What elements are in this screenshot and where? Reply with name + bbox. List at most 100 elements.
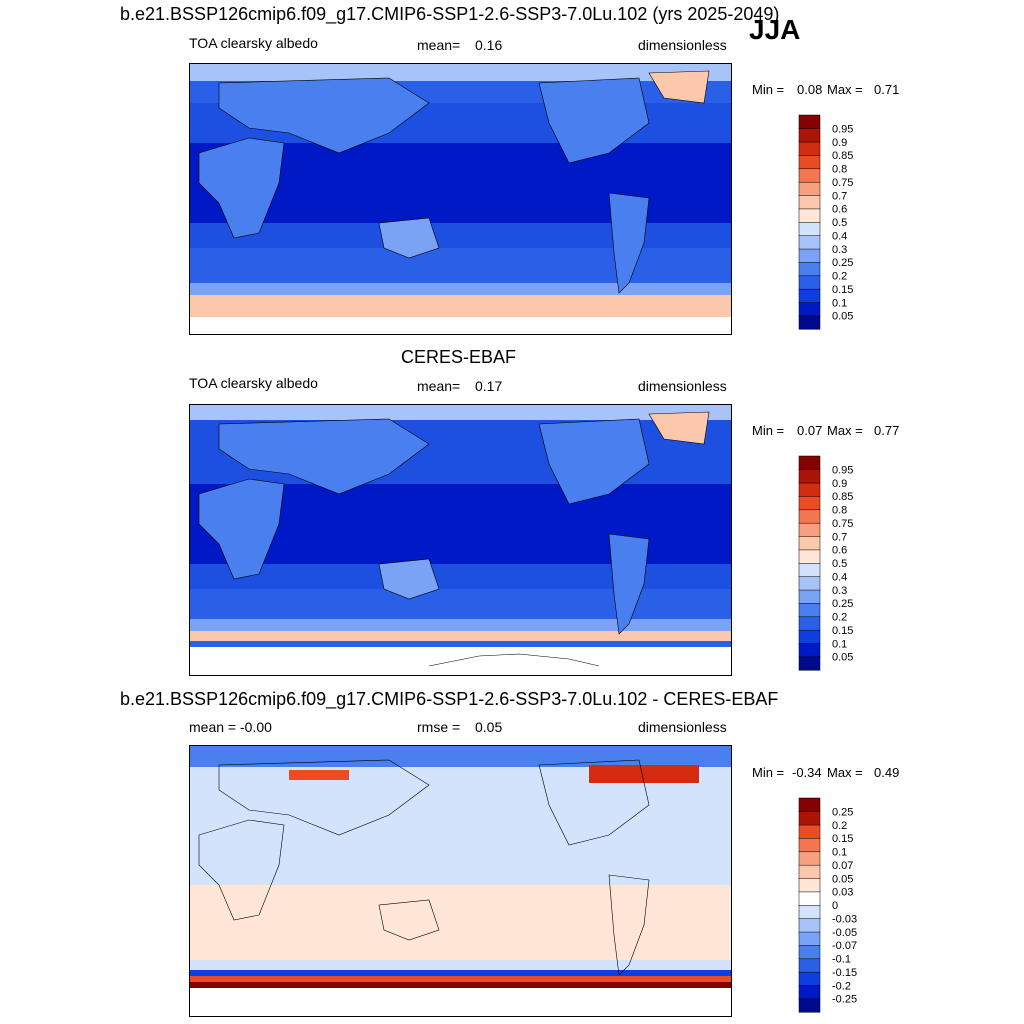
colorbar-swatch [798,235,821,250]
africa-landmass [198,478,285,580]
south-america-coastline [608,874,650,976]
south-midlat-band [189,589,732,619]
colorbar-tick-label: 0.15 [832,625,853,637]
colorbar-tick-label: -0.25 [832,994,857,1006]
africa-coastline [198,819,285,921]
colorbar-tick-label: 0.25 [832,257,853,269]
colorbar-tick-label: 0.2 [832,612,847,624]
colorbar-tick-label: 0.5 [832,217,847,229]
south-america-landmass [608,192,650,294]
sea-ice-band [189,295,732,317]
colorbar-tick-label: -0.03 [832,913,857,925]
colorbar-swatch [798,248,821,263]
colorbar-tick-label: 0.05 [832,311,853,323]
colorbar-swatch [798,797,821,812]
colorbar-swatch [798,288,821,303]
eurasia-coastline [218,759,430,836]
panel-3-rmse-value: 0.05 [475,719,503,735]
colorbar-1: 0.050.10.150.20.250.30.40.50.60.70.750.8… [798,114,853,330]
colorbar-swatch [798,168,821,183]
south-ocean-positive-band [189,885,732,960]
colorbar-swatch [798,495,821,511]
colorbar-tick-label: -0.2 [832,980,851,992]
colorbar-swatch [798,918,821,933]
colorbar-tick-label: 0.25 [832,598,853,610]
colorbar-swatch [798,811,821,826]
antarctica-coastline [428,653,600,667]
panel-1-units: dimensionless [638,37,727,53]
colorbar-tick-label: 0 [832,900,838,912]
colorbar-swatch [798,261,821,277]
colorbar-tick-label: 0.75 [832,518,853,530]
colorbar-2: 0.050.10.150.20.250.30.40.50.60.70.750.8… [798,455,853,671]
colorbar-tick-label: 0.95 [832,123,853,135]
panel-1-variable-label: TOA clearsky albedo [189,35,318,51]
eurasia-landmass [218,77,430,154]
panel-3-units: dimensionless [638,719,727,735]
siberia-positive-patch [289,770,349,780]
colorbar-tick-label: 0.05 [832,652,853,664]
colorbar-tick-label: 0.75 [832,177,853,189]
colorbar-tick-label: 0.7 [832,190,847,202]
map-frame [189,404,732,676]
colorbar-tick-label: -0.05 [832,927,857,939]
colorbar-swatch [798,275,821,290]
panel-2-variable-label: TOA clearsky albedo [189,375,318,391]
panel-1-min-value: 0.08 [797,82,823,97]
colorbar-swatch [798,128,821,143]
colorbar-swatch [798,643,821,658]
colorbar-tick-label: -0.15 [832,967,857,979]
colorbar-tick-label: 0.95 [832,464,853,476]
colorbar-swatch [798,536,821,551]
panel-2-title: CERES-EBAF [401,347,517,367]
panel-1-max-label: Max = [827,82,863,97]
arctic-band [189,63,732,81]
colorbar-swatch [798,944,821,960]
colorbar-tick-label: 0.1 [832,847,847,859]
colorbar-swatch [798,469,821,484]
colorbar-swatch [798,851,821,866]
map-frame [189,63,732,335]
panel-1-mean-label: mean= [417,37,461,53]
positive-strip [189,976,732,982]
colorbar-swatch [798,602,821,618]
greenland-landmass [648,70,710,104]
africa-landmass [198,137,285,239]
australia-landmass [378,217,440,259]
colorbar-swatch [798,971,821,986]
colorbar-swatch [798,482,821,497]
panel-3-max-label: Max = [827,765,863,780]
colorbar-tick-label: 0.8 [832,505,847,517]
colorbar-tick-label: -0.07 [832,940,857,952]
colorbar-swatch [798,576,821,591]
colorbar-swatch [798,562,821,577]
colorbar-tick-label: 0.85 [832,491,853,503]
colorbar-tick-label: 0.15 [832,284,853,296]
colorbar-swatch [798,509,821,524]
colorbar-swatch [798,315,821,330]
colorbar-swatch [798,931,821,946]
panel-2-units: dimensionless [638,378,727,394]
colorbar-swatch [798,958,821,973]
colorbar-tick-label: 0.7 [832,531,847,543]
colorbar-swatch [798,878,821,893]
ice-edge-strip [189,982,732,988]
colorbar-swatch [798,616,821,631]
north-america-landmass [538,418,650,505]
colorbar-tick-label: 0.3 [832,244,847,256]
panel-1-mean-value: 0.16 [475,37,503,53]
colorbar-swatch [798,656,821,671]
arctic-band [189,745,732,767]
colorbar-tick-label: -0.1 [832,954,851,966]
colorbar-tick-label: 0.6 [832,545,847,557]
panel-3-rmse-label: rmse = [417,719,461,735]
south-midlat-band [189,248,732,283]
map-panel-2 [189,404,732,676]
colorbar-swatch [798,221,821,236]
sea-ice-band [189,631,732,641]
colorbar-swatch [798,837,821,853]
colorbar-tick-label: 0.3 [832,585,847,597]
panel-2-mean-label: mean= [417,378,461,394]
greenland-landmass [648,411,710,445]
colorbar-swatch [798,891,821,906]
